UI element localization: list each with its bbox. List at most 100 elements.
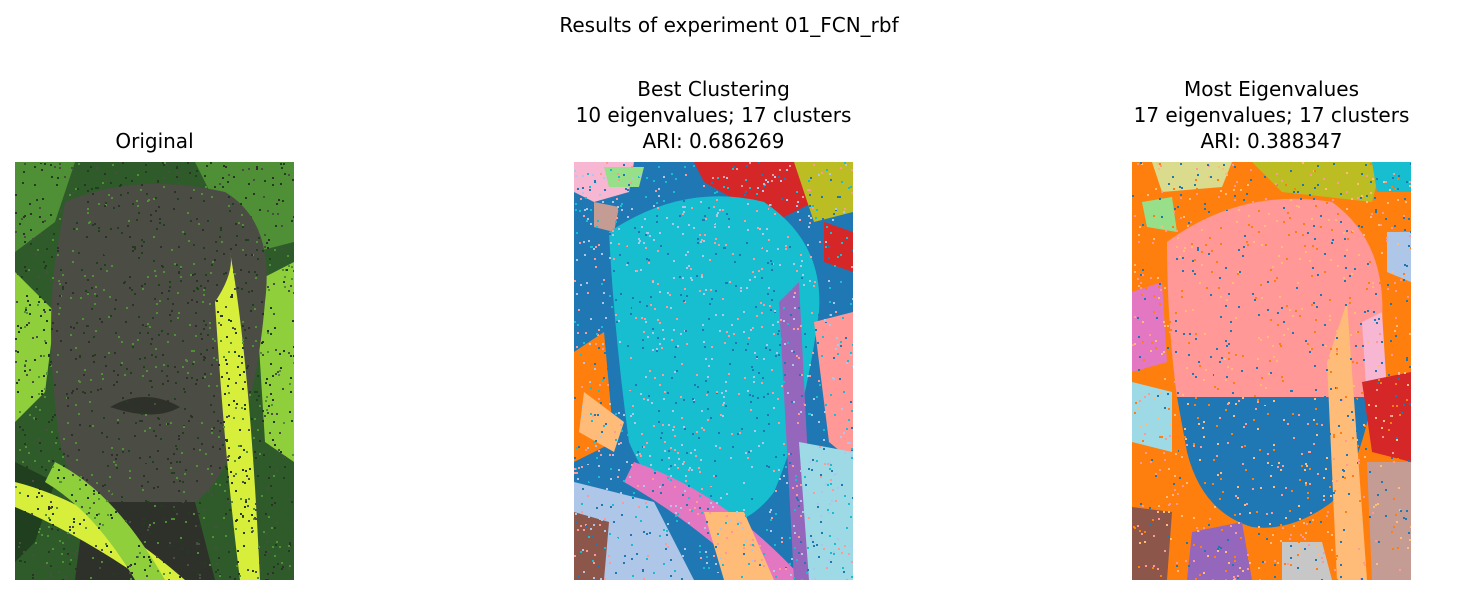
speckle-pixel [695,455,697,457]
speckle-pixel [676,520,678,522]
speckle-pixel [157,570,159,572]
speckle-pixel [691,469,693,471]
speckle-pixel [193,263,195,265]
speckle-pixel [101,549,103,551]
speckle-pixel [1315,319,1317,321]
speckle-pixel [726,493,728,495]
speckle-pixel [1152,242,1154,244]
speckle-pixel [677,345,679,347]
speckle-pixel [212,338,214,340]
speckle-pixel [1369,471,1371,473]
speckle-pixel [610,278,612,280]
panel-title-most-eigenvalues: Most Eigenvalues 17 eigenvalues; 17 clus… [1132,76,1411,154]
speckle-pixel [753,381,755,383]
speckle-pixel [683,426,685,428]
speckle-pixel [1243,199,1245,201]
speckle-pixel [616,557,618,559]
speckle-pixel [1161,436,1163,438]
speckle-pixel [613,521,615,523]
speckle-pixel [221,315,223,317]
speckle-pixel [1226,376,1228,378]
speckle-pixel [113,384,115,386]
speckle-pixel [648,259,650,261]
speckle-pixel [235,332,237,334]
speckle-pixel [1408,218,1410,220]
speckle-pixel [245,501,247,503]
speckle-pixel [1351,411,1353,413]
speckle-pixel [153,487,155,489]
speckle-pixel [1150,277,1152,279]
speckle-pixel [778,176,780,178]
speckle-pixel [756,193,758,195]
speckle-pixel [752,369,754,371]
speckle-pixel [1226,295,1228,297]
speckle-pixel [55,276,57,278]
speckle-pixel [270,363,272,365]
speckle-pixel [716,423,718,425]
speckle-pixel [808,517,810,519]
speckle-pixel [785,466,787,468]
speckle-pixel [86,513,88,515]
speckle-pixel [288,567,290,569]
speckle-pixel [1289,207,1291,209]
speckle-pixel [153,236,155,238]
speckle-pixel [711,358,713,360]
speckle-pixel [57,529,59,531]
speckle-pixel [277,563,279,565]
speckle-pixel [806,572,808,574]
speckle-pixel [37,249,39,251]
speckle-pixel [92,365,94,367]
speckle-pixel [676,295,678,297]
speckle-pixel [192,490,194,492]
speckle-pixel [248,183,250,185]
speckle-pixel [1279,343,1281,345]
speckle-pixel [122,451,124,453]
speckle-pixel [1363,234,1365,236]
speckle-pixel [682,494,684,496]
speckle-pixel [41,393,43,395]
speckle-pixel [781,198,783,200]
speckle-pixel [30,229,32,231]
speckle-pixel [1135,375,1137,377]
speckle-pixel [670,505,672,507]
speckle-pixel [86,334,88,336]
speckle-pixel [276,413,278,415]
speckle-pixel [223,165,225,167]
speckle-pixel [659,322,661,324]
speckle-pixel [36,496,38,498]
speckle-pixel [1155,378,1157,380]
speckle-pixel [668,468,670,470]
speckle-pixel [178,183,180,185]
speckle-pixel [1344,238,1346,240]
speckle-pixel [743,553,745,555]
speckle-pixel [150,561,152,563]
speckle-pixel [843,391,845,393]
speckle-pixel [658,166,660,168]
speckle-pixel [255,509,257,511]
speckle-pixel [137,174,139,176]
speckle-pixel [645,502,647,504]
speckle-pixel [218,364,220,366]
speckle-pixel [51,528,53,530]
speckle-pixel [134,261,136,263]
speckle-pixel [272,546,274,548]
speckle-pixel [34,460,36,462]
speckle-pixel [1293,437,1295,439]
speckle-pixel [631,208,633,210]
speckle-pixel [1155,188,1157,190]
speckle-pixel [1360,323,1362,325]
speckle-pixel [225,359,227,361]
speckle-pixel [623,516,625,518]
speckle-pixel [145,376,147,378]
speckle-pixel [151,386,153,388]
speckle-pixel [580,196,582,198]
speckle-pixel [830,411,832,413]
speckle-pixel [674,435,676,437]
speckle-pixel [703,293,705,295]
speckle-pixel [1184,428,1186,430]
speckle-pixel [1380,382,1382,384]
speckle-pixel [586,525,588,527]
speckle-pixel [809,222,811,224]
speckle-pixel [1383,296,1385,298]
speckle-pixel [140,189,142,191]
